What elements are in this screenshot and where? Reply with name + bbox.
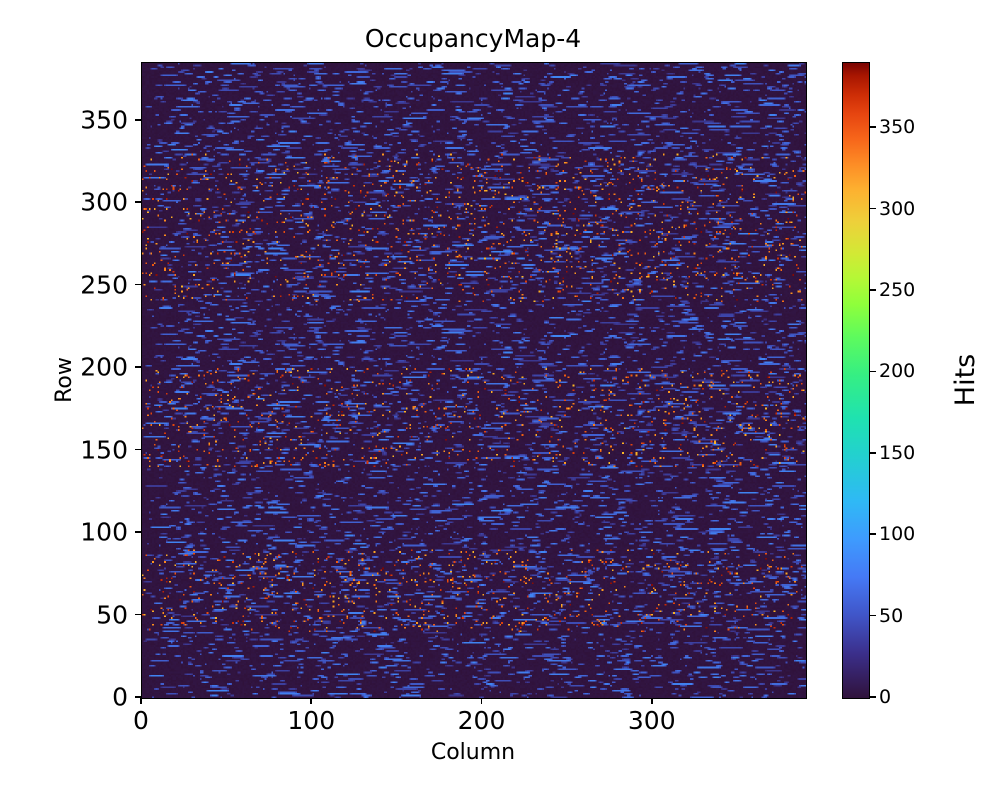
colorbar-tick-mark [870, 696, 876, 698]
y-tick-label: 300 [80, 187, 128, 217]
x-tick-mark [310, 698, 313, 704]
colorbar-tick-mark [870, 207, 876, 210]
colorbar-tick-mark [870, 126, 876, 128]
colorbar-tick-mark [870, 370, 876, 373]
y-tick-mark [135, 696, 141, 698]
colorbar-tick-mark [870, 289, 876, 291]
y-tick-label: 50 [96, 600, 128, 630]
colorbar-gradient[interactable] [842, 62, 870, 699]
colorbar-tick-mark [870, 533, 876, 535]
y-tick-mark [135, 531, 141, 533]
x-tick-label: 300 [627, 706, 676, 735]
y-tick-label: 200 [80, 352, 128, 382]
heatmap-axes[interactable] [141, 62, 807, 699]
x-tick-mark [650, 698, 653, 704]
y-tick-label: 100 [80, 517, 128, 547]
y-tick-mark [135, 283, 141, 286]
colorbar-tick-label: 100 [879, 523, 916, 546]
colorbar-tick-label: 350 [879, 116, 916, 139]
y-tick-mark [135, 366, 141, 368]
y-axis-label: Row [52, 357, 77, 403]
y-tick-mark [135, 448, 141, 451]
colorbar-tick-label: 300 [879, 197, 916, 220]
colorbar-tick-label: 0 [879, 686, 892, 708]
colorbar-tick-mark [870, 614, 876, 617]
y-tick-label: 0 [112, 682, 128, 712]
x-tick-mark [480, 698, 483, 704]
y-tick-label: 350 [80, 105, 128, 135]
x-axis-label: Column [430, 740, 516, 765]
y-tick-mark [135, 613, 141, 616]
page-title: OccupancyMap-4 [364, 24, 582, 53]
occupancy-heatmap-image [142, 63, 806, 698]
colorbar-tick-mark [870, 451, 876, 454]
colorbar-tick-label: 250 [879, 278, 916, 301]
y-tick-mark [135, 201, 141, 203]
x-tick-label: 100 [287, 706, 336, 735]
colorbar-tick-label: 150 [879, 441, 916, 464]
x-tick-mark [140, 698, 142, 704]
x-tick-label: 0 [133, 706, 149, 735]
y-tick-label: 150 [80, 435, 128, 465]
colorbar-tick-label: 200 [879, 360, 916, 383]
colorbar-label: Hits [950, 353, 981, 407]
y-tick-mark [135, 118, 141, 121]
y-tick-label: 250 [80, 270, 128, 300]
x-tick-label: 200 [457, 706, 506, 735]
colorbar-tick-label: 50 [879, 604, 904, 627]
